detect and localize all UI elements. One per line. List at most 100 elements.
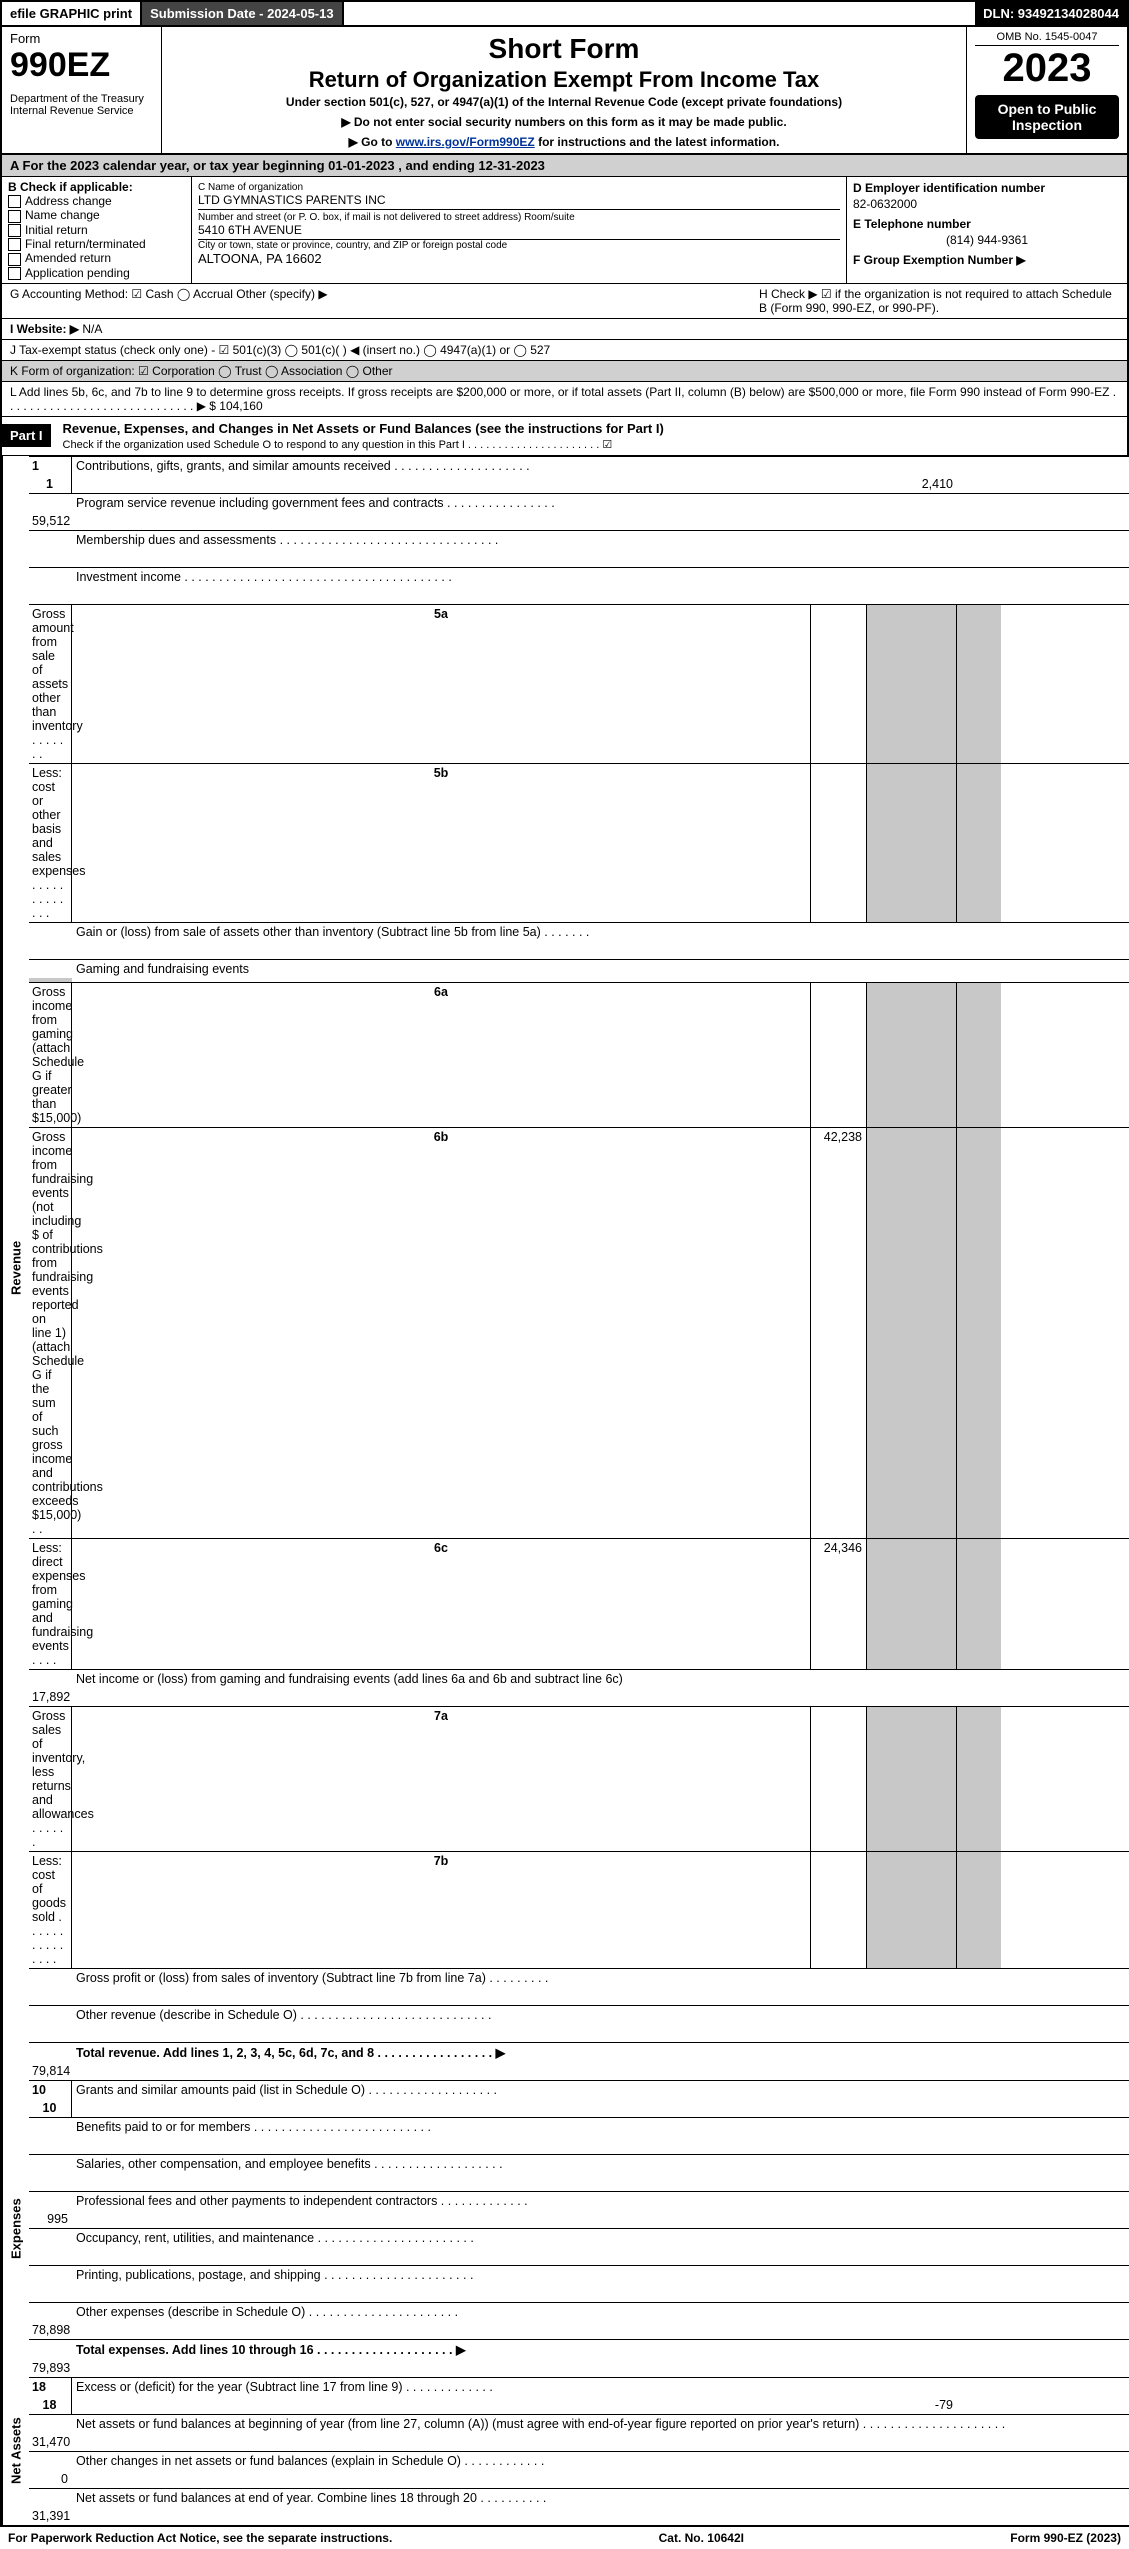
part1-title: Revenue, Expenses, and Changes in Net As… xyxy=(59,417,1127,455)
line-description: Gain or (loss) from sale of assets other… xyxy=(72,923,1129,941)
org-name-label: C Name of organization xyxy=(198,182,840,193)
table-row: 21Net assets or fund balances at end of … xyxy=(2,2488,1129,2525)
part1-data-table: 1Contributions, gifts, grants, and simil… xyxy=(0,456,1129,2527)
sub-line-value: 24,346 xyxy=(811,1539,867,1669)
line-description: Membership dues and assessments . . . . … xyxy=(72,531,1129,549)
line-description: Program service revenue including govern… xyxy=(72,494,1129,512)
line-description: Professional fees and other payments to … xyxy=(72,2192,1129,2210)
part1-header: Part I Revenue, Expenses, and Changes in… xyxy=(0,417,1129,456)
sub-line-number: 6b xyxy=(72,1128,811,1538)
line-l-gross-receipts: L Add lines 5b, 6c, and 7b to line 9 to … xyxy=(0,382,1129,417)
check-application-pending[interactable]: Application pending xyxy=(8,266,185,280)
result-value: 31,391 xyxy=(28,2507,72,2525)
form-number: 990EZ xyxy=(10,46,153,85)
table-row: cGain or (loss) from sale of assets othe… xyxy=(2,922,1129,959)
website-value: N/A xyxy=(82,322,102,336)
line-k-form-org: K Form of organization: ☑ Corporation ◯ … xyxy=(0,361,1129,382)
check-address-change[interactable]: Address change xyxy=(8,194,185,208)
sub-line-value xyxy=(811,764,867,922)
table-row: 4Investment income . . . . . . . . . . .… xyxy=(2,567,1129,604)
line-description: Gross amount from sale of assets other t… xyxy=(28,605,72,763)
result-line-number xyxy=(867,1539,957,1669)
result-line-number: 10 xyxy=(28,2099,72,2117)
result-value xyxy=(957,1539,1001,1669)
result-value: 78,898 xyxy=(28,2321,72,2339)
group-exemption-label: F Group Exemption Number ▶ xyxy=(853,252,1121,268)
form-word: Form xyxy=(10,31,153,46)
result-value xyxy=(957,1707,1001,1851)
result-value: 31,470 xyxy=(28,2433,72,2451)
line-description: Investment income . . . . . . . . . . . … xyxy=(72,568,1129,586)
result-value xyxy=(28,586,72,604)
check-amended-return[interactable]: Amended return xyxy=(8,251,185,265)
result-line-number xyxy=(867,764,957,922)
footer-mid: Cat. No. 10642I xyxy=(659,2531,744,2545)
line-description: Total expenses. Add lines 10 through 16 … xyxy=(72,2340,1129,2359)
result-line-number xyxy=(867,1852,957,1968)
part1-check-note: Check if the organization used Schedule … xyxy=(63,439,613,451)
line-description: Contributions, gifts, grants, and simila… xyxy=(72,457,1129,475)
line-g-h: G Accounting Method: ☑ Cash ◯ Accrual Ot… xyxy=(0,284,1129,319)
table-row: 3Membership dues and assessments . . . .… xyxy=(2,530,1129,567)
line-description: Grants and similar amounts paid (list in… xyxy=(72,2081,1129,2099)
line-description: Net assets or fund balances at end of ye… xyxy=(72,2489,1129,2507)
line-description: Other revenue (describe in Schedule O) .… xyxy=(72,2006,1129,2024)
line-description: Gross profit or (loss) from sales of inv… xyxy=(72,1969,1129,1987)
top-bar: efile GRAPHIC print Submission Date - 20… xyxy=(0,0,1129,27)
phone-value: (814) 944-9361 xyxy=(853,232,1121,248)
line-description: Occupancy, rent, utilities, and maintena… xyxy=(72,2229,1129,2247)
table-row: 7aGross sales of inventory, less returns… xyxy=(2,1706,1129,1851)
efile-label[interactable]: efile GRAPHIC print xyxy=(2,2,142,25)
sub-line-value: 42,238 xyxy=(811,1128,867,1538)
result-value xyxy=(28,2284,72,2302)
form-id-block: Form 990EZ Department of the Treasury In… xyxy=(2,27,162,153)
org-name-value: LTD GYMNASTICS PARENTS INC xyxy=(198,193,840,207)
sub-line-value xyxy=(811,1852,867,1968)
result-value xyxy=(28,978,72,982)
line-description: Benefits paid to or for members . . . . … xyxy=(72,2118,1129,2136)
check-final-return[interactable]: Final return/terminated xyxy=(8,237,185,251)
result-line-number: 18 xyxy=(28,2396,72,2414)
check-initial-return[interactable]: Initial return xyxy=(8,223,185,237)
part1-label: Part I xyxy=(2,424,51,447)
table-row: 11Benefits paid to or for members . . . … xyxy=(2,2117,1129,2154)
street-label: Number and street (or P. O. box, if mail… xyxy=(198,212,840,223)
line-description: Gross income from gaming (attach Schedul… xyxy=(28,983,72,1127)
table-row: 8Other revenue (describe in Schedule O) … xyxy=(2,2005,1129,2042)
title-block: Short Form Return of Organization Exempt… xyxy=(162,27,967,153)
sub-line-number: 6c xyxy=(72,1539,811,1669)
omb-number: OMB No. 1545-0047 xyxy=(975,31,1119,46)
col-d-identifiers: D Employer identification number 82-0632… xyxy=(847,177,1127,283)
result-value: 79,893 xyxy=(28,2359,72,2377)
irs-link[interactable]: www.irs.gov/Form990EZ xyxy=(396,135,535,149)
submission-date: Submission Date - 2024-05-13 xyxy=(142,2,344,25)
table-row: 18Excess or (deficit) for the year (Subt… xyxy=(2,2377,1129,2414)
org-info-grid: B Check if applicable: Address change Na… xyxy=(0,177,1129,284)
ein-value: 82-0632000 xyxy=(853,196,1121,212)
check-name-change[interactable]: Name change xyxy=(8,208,185,222)
line-i-website: I Website: ▶ N/A xyxy=(0,319,1129,340)
line-description: Less: cost or other basis and sales expe… xyxy=(28,764,72,922)
table-row: cLess: direct expenses from gaming and f… xyxy=(2,1538,1129,1669)
result-value: 2,410 xyxy=(72,475,957,493)
table-row: 16Other expenses (describe in Schedule O… xyxy=(2,2302,1129,2339)
note2-pre: ▶ Go to xyxy=(349,135,396,149)
line-number: 1 xyxy=(28,457,72,475)
irs-label: Internal Revenue Service xyxy=(10,105,153,117)
line-description: Less: direct expenses from gaming and fu… xyxy=(28,1539,72,1669)
line-description: Gross sales of inventory, less returns a… xyxy=(28,1707,72,1851)
year-block: OMB No. 1545-0047 2023 Open to Public In… xyxy=(967,27,1127,153)
table-row: 20Other changes in net assets or fund ba… xyxy=(2,2451,1129,2488)
tax-year: 2023 xyxy=(975,46,1119,91)
table-row: bGross income from fundraising events (n… xyxy=(2,1127,1129,1538)
form-header: Form 990EZ Department of the Treasury In… xyxy=(0,27,1129,155)
city-value: ALTOONA, PA 16602 xyxy=(198,251,840,266)
schedule-b-check: H Check ▶ ☑ if the organization is not r… xyxy=(759,287,1119,315)
street-value: 5410 6TH AVENUE xyxy=(198,223,840,237)
sub-line-number: 7a xyxy=(72,1707,811,1851)
line-description: Other expenses (describe in Schedule O) … xyxy=(72,2303,1129,2321)
result-value xyxy=(28,2247,72,2265)
phone-label: E Telephone number xyxy=(853,216,1121,232)
table-row: 13Professional fees and other payments t… xyxy=(2,2191,1129,2228)
line-description: Gaming and fundraising events xyxy=(72,960,1129,978)
